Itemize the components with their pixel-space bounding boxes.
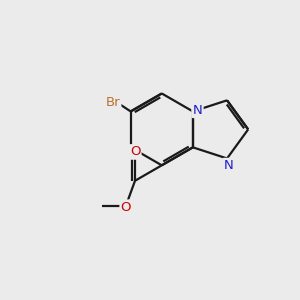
Text: O: O: [121, 201, 131, 214]
Text: Br: Br: [106, 96, 120, 109]
Text: O: O: [130, 146, 140, 158]
Text: N: N: [224, 159, 234, 172]
Text: N: N: [193, 104, 202, 117]
